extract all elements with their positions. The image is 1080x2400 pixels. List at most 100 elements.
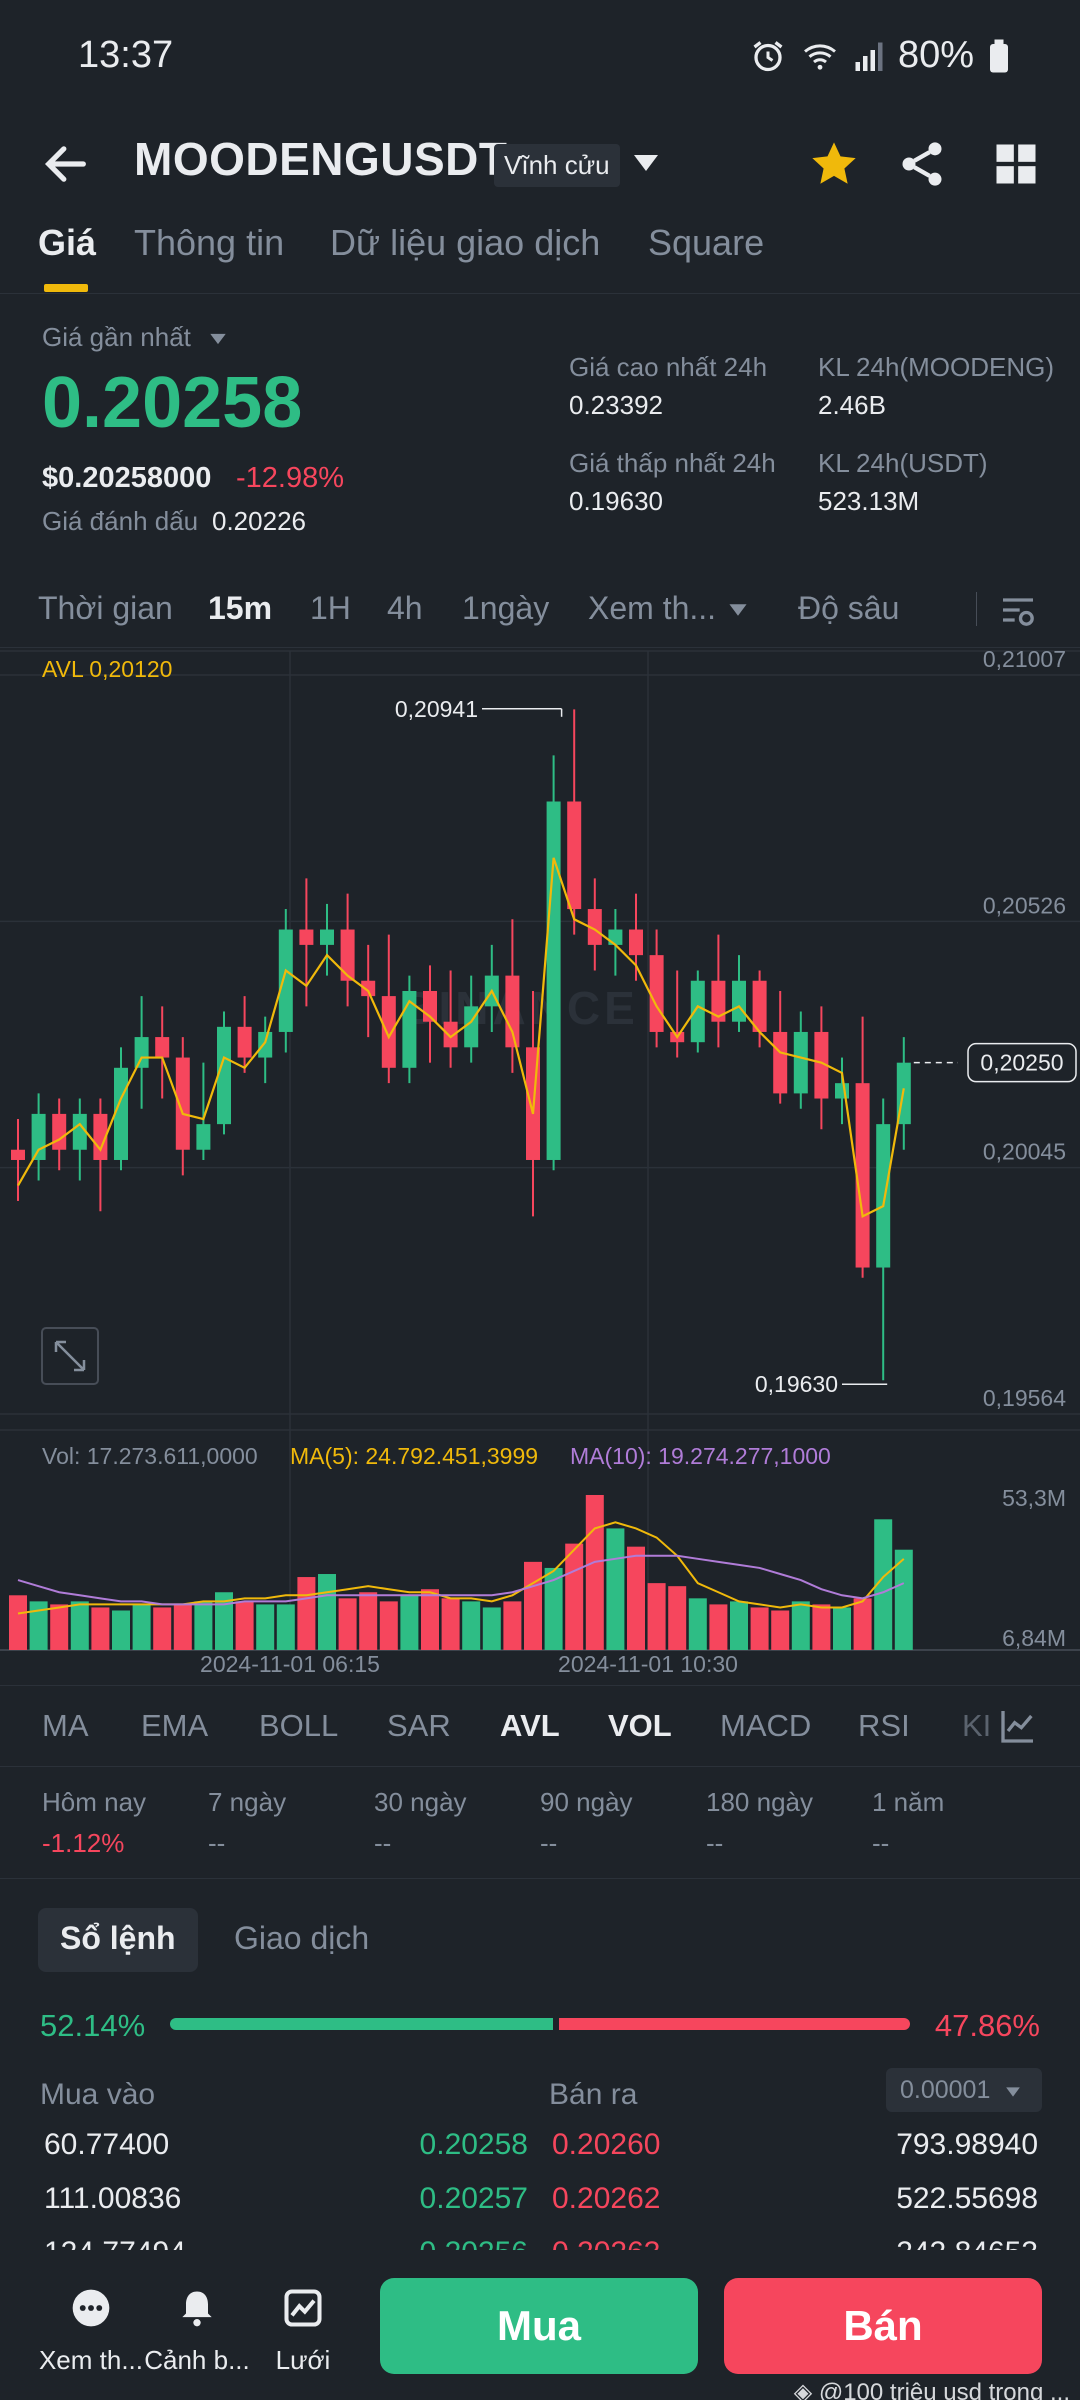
perf-30d: 30 ngày --	[374, 1787, 467, 1859]
perf-today-label: Hôm nay	[42, 1787, 147, 1817]
high-marker-label: 0,20941	[395, 696, 478, 722]
indicator-settings-icon[interactable]	[996, 1706, 1040, 1746]
candle-body	[155, 1037, 170, 1058]
bid-price-1[interactable]: 0.20257	[419, 2182, 528, 2215]
bell-icon	[182, 2291, 212, 2327]
candle-body	[114, 1067, 128, 1160]
bid-price-2[interactable]: 0.20256	[420, 2236, 528, 2252]
timebar-divider	[976, 592, 977, 626]
tab-trades[interactable]: Giao dịch	[234, 1920, 370, 1956]
candle-body	[773, 1031, 788, 1094]
tab-info[interactable]: Thông tin	[134, 222, 285, 263]
precision-selector[interactable]: 0.00001	[886, 2068, 1042, 2112]
indicator-avl[interactable]: AVL	[500, 1708, 560, 1743]
volume-bar	[833, 1607, 851, 1650]
indicator-ma[interactable]: MA	[42, 1708, 89, 1743]
volume-bar	[297, 1577, 316, 1650]
perf-90d-label: 90 ngày	[540, 1787, 633, 1817]
symbol-dropdown-icon[interactable]	[632, 152, 660, 174]
volume-bar	[791, 1601, 810, 1650]
depth-button[interactable]: Độ sâu	[798, 590, 900, 626]
tab-price[interactable]: Giá	[38, 222, 97, 263]
indicator-vol[interactable]: VOL	[608, 1708, 672, 1743]
bottom-action-bar: Xem th... Cảnh b... Lưới Mua Bán ◈ @100 …	[0, 2250, 1080, 2400]
alarm-icon	[753, 40, 783, 71]
user-watermark: ◈ @100 triệu usd trong ...	[794, 2378, 1070, 2400]
timeframe-more-dropdown-icon[interactable]	[728, 602, 748, 618]
indicator-kdj[interactable]: KI	[962, 1708, 992, 1743]
indicator-ema[interactable]: EMA	[141, 1708, 209, 1743]
header: MOODENGUSDT Vĩnh cửu	[0, 118, 1080, 214]
back-arrow-icon[interactable]	[40, 134, 92, 194]
timeframe-1h[interactable]: 1H	[310, 590, 351, 626]
candle-body	[381, 996, 396, 1068]
timeframe-more[interactable]: Xem th...	[588, 590, 717, 626]
tab-square[interactable]: Square	[648, 222, 765, 263]
volume-bar	[70, 1601, 89, 1650]
volume-bar	[503, 1601, 522, 1650]
price-tick-label: 0,21007	[983, 648, 1066, 672]
indicator-sar[interactable]: SAR	[387, 1708, 451, 1743]
volume-bar	[750, 1607, 769, 1650]
volume-bar	[709, 1604, 728, 1650]
candle-body	[11, 1149, 25, 1160]
volume-bar	[256, 1604, 275, 1650]
buy-ratio-fill	[170, 2018, 553, 2030]
perf-30d-label: 30 ngày	[374, 1787, 467, 1817]
price-chart[interactable]: AVL 0,20120 BINANCE 0,20941 0,19630 0,210…	[0, 646, 1080, 1683]
perf-90d-value: --	[540, 1828, 558, 1858]
volume-quote: 523.13M	[818, 486, 920, 516]
volume-bar	[668, 1586, 687, 1650]
ask-price-2[interactable]: 0.20263	[552, 2236, 660, 2252]
volume-bar	[215, 1592, 233, 1650]
timeframe-15m[interactable]: 15m	[208, 590, 273, 626]
candle-body	[649, 955, 664, 1032]
candle-body	[443, 1021, 458, 1048]
timeframe-4h[interactable]: 4h	[387, 590, 423, 626]
volume-label: Vol: 17.273.611,0000	[42, 1443, 258, 1469]
alert-button[interactable]: Cảnh b...	[142, 2286, 252, 2376]
timeframe-time[interactable]: Thời gian	[38, 590, 173, 626]
grid-bot-button[interactable]: Lưới	[258, 2286, 348, 2376]
volume-bar	[730, 1601, 748, 1650]
price-tick-label: 0,19564	[983, 1385, 1066, 1411]
symbol-title[interactable]: MOODENGUSDT	[134, 133, 508, 185]
bid-price-0[interactable]: 0.20258	[419, 2128, 528, 2161]
contract-type-badge: Vĩnh cửu	[494, 144, 620, 187]
more-button[interactable]: Xem th...	[36, 2286, 146, 2376]
ask-price-1[interactable]: 0.20262	[552, 2182, 661, 2215]
indicator-boll[interactable]: BOLL	[259, 1708, 339, 1743]
alert-label: Cảnh b...	[144, 2345, 250, 2375]
indicator-rsi[interactable]: RSI	[858, 1708, 910, 1743]
favorite-star-icon[interactable]	[808, 136, 860, 192]
tab-orderbook[interactable]: Sổ lệnh	[38, 1908, 198, 1972]
tab-trading-data[interactable]: Dữ liệu giao dịch	[330, 222, 601, 263]
grid-menu-icon[interactable]	[990, 136, 1042, 192]
last-price-label-row[interactable]: Giá gần nhất	[42, 322, 227, 353]
buy-ratio: 52.14%	[40, 2008, 146, 2043]
indicator-macd[interactable]: MACD	[720, 1708, 812, 1743]
volume-bar	[874, 1519, 893, 1650]
candle-body	[237, 1026, 252, 1058]
volume-bar	[585, 1494, 604, 1650]
volume-ma10-line	[17, 1554, 905, 1606]
buy-button[interactable]: Mua	[380, 2278, 698, 2374]
share-icon[interactable]	[896, 136, 948, 192]
candle-body	[278, 929, 293, 1032]
low-marker-label: 0,19630	[755, 1371, 838, 1397]
chart-settings-icon[interactable]	[998, 590, 1038, 630]
sell-button[interactable]: Bán	[724, 2278, 1042, 2374]
expand-chart-button[interactable]	[41, 1327, 99, 1385]
candle-body	[505, 975, 520, 1048]
timeframe-1day[interactable]: 1ngày	[462, 590, 550, 626]
status-icons: 80%	[750, 34, 1010, 77]
x-label-2: 2024-11-01 10:30	[558, 1651, 738, 1677]
more-label: Xem th...	[38, 2345, 144, 2375]
candle-body	[134, 1037, 149, 1068]
volume-bar	[524, 1561, 542, 1650]
candle-body	[175, 1057, 190, 1150]
volume-min-tick: 6,84M	[1002, 1625, 1066, 1651]
ask-price-0[interactable]: 0.20260	[552, 2128, 661, 2161]
volume-bar	[379, 1601, 398, 1650]
